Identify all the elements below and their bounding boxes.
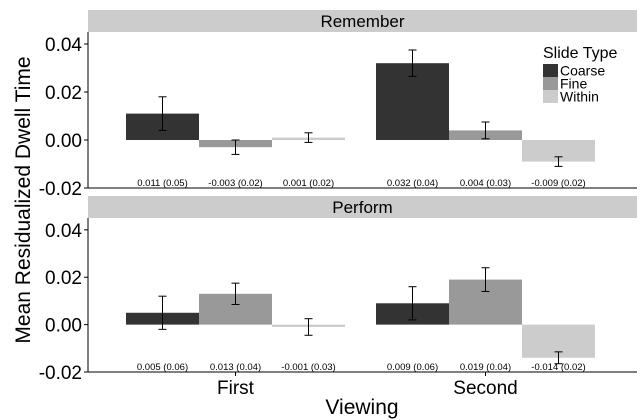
facet-strip <box>88 10 637 32</box>
y-tick-label: 0.02 <box>45 83 82 104</box>
panel-perform: Perform -0.02 0.00 0.02 0.04 0.005 (0.06) 0.01… <box>39 196 637 384</box>
legend-title: Slide Type <box>543 45 618 62</box>
y-tick-label: 0.00 <box>45 316 82 337</box>
y-tick-label: -0.02 <box>39 363 82 384</box>
y-tick-label: 0.02 <box>45 268 82 289</box>
facet-strip-label: Remember <box>320 12 404 31</box>
bar-value-label: 0.032 (0.04) <box>387 178 438 189</box>
x-axis-title: Viewing <box>325 396 398 419</box>
bar-value-label: 0.009 (0.06) <box>387 362 438 373</box>
bar-within <box>522 140 595 162</box>
y-tick-label: 0.04 <box>45 221 82 242</box>
x-tick-label: Second <box>453 378 517 399</box>
legend-label: Fine <box>560 76 587 92</box>
bar-value-label: -0.003 (0.02) <box>208 178 262 189</box>
bar-value-label: -0.014 (0.02) <box>531 362 585 373</box>
legend-label: Coarse <box>560 63 605 79</box>
legend-key-coarse <box>543 64 558 77</box>
bar-value-label: 0.019 (0.04) <box>460 362 511 373</box>
facet-strip <box>88 196 637 218</box>
legend-key-fine <box>543 77 558 90</box>
legend-key-within <box>543 90 558 103</box>
y-tick-label: -0.02 <box>39 179 82 200</box>
bar-value-label: 0.004 (0.03) <box>460 178 511 189</box>
legend-label: Within <box>560 89 599 105</box>
bar-value-label: 0.013 (0.04) <box>210 362 261 373</box>
bar-value-label: 0.005 (0.06) <box>137 362 188 373</box>
facet-strip-label: Perform <box>332 198 392 217</box>
bar-value-label: 0.001 (0.02) <box>283 178 334 189</box>
facet-panels: Remember -0.02 0.00 0.02 0.04 0.011 (0.05) -0.… <box>39 10 637 384</box>
y-tick-label: 0.04 <box>45 35 82 56</box>
bar-value-label: -0.001 (0.03) <box>281 362 335 373</box>
y-tick-label: 0.00 <box>45 131 82 152</box>
y-axis-title: Mean Residualized Dwell Time <box>12 56 35 343</box>
x-tick-label: First <box>217 378 255 399</box>
panel-remember: Remember -0.02 0.00 0.02 0.04 0.011 (0.05) -0.… <box>39 10 637 200</box>
bar-value-label: 0.011 (0.05) <box>137 178 188 189</box>
bar-value-label: -0.009 (0.02) <box>531 178 585 189</box>
